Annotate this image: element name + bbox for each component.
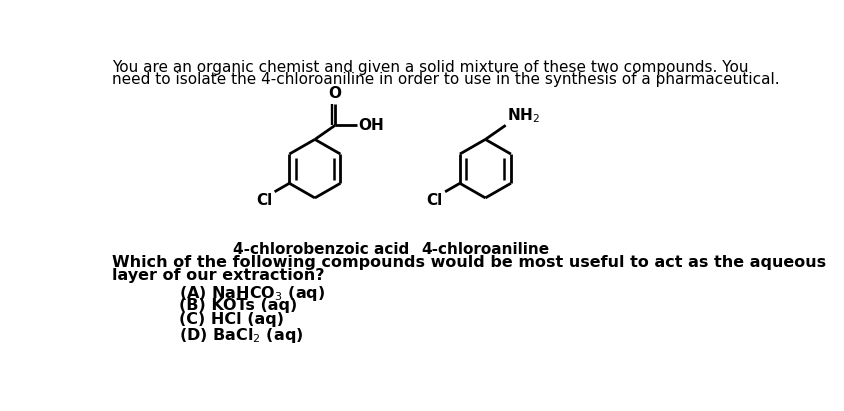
Text: (A) NaHCO$_3$ (aq): (A) NaHCO$_3$ (aq) [179, 284, 325, 303]
Text: (B) KOTs (aq): (B) KOTs (aq) [179, 298, 297, 313]
Text: Cl: Cl [426, 193, 442, 208]
Text: NH$_2$: NH$_2$ [506, 106, 539, 125]
Text: 4-chlorobenzoic acid: 4-chlorobenzoic acid [233, 242, 408, 257]
Text: OH: OH [358, 118, 384, 133]
Text: (D) BaCl$_2$ (aq): (D) BaCl$_2$ (aq) [179, 326, 303, 345]
Text: You are an organic chemist and given a solid mixture of these two compounds. You: You are an organic chemist and given a s… [111, 60, 748, 75]
Text: Which of the following compounds would be most useful to act as the aqueous: Which of the following compounds would b… [111, 255, 825, 270]
Text: 4-chloroaniline: 4-chloroaniline [421, 242, 549, 257]
Text: need to isolate the 4-chloroaniline in order to use in the synthesis of a pharma: need to isolate the 4-chloroaniline in o… [111, 72, 778, 88]
Text: O: O [327, 86, 340, 102]
Text: layer of our extraction?: layer of our extraction? [111, 268, 324, 283]
Text: Cl: Cl [256, 193, 272, 208]
Text: (C) HCl (aq): (C) HCl (aq) [179, 312, 284, 327]
